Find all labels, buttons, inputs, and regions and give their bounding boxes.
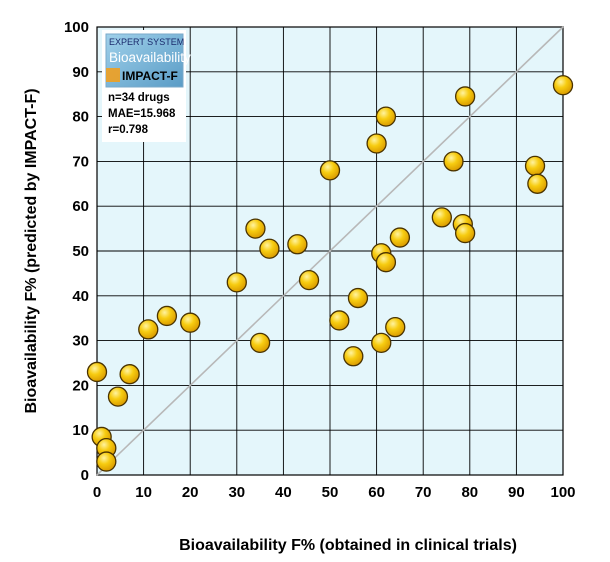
y-tick-label: 60 bbox=[72, 198, 89, 215]
x-axis-title: Bioavailability F% (obtained in clinical… bbox=[179, 537, 517, 554]
y-tick-label: 90 bbox=[72, 64, 89, 81]
data-point bbox=[552, 75, 574, 96]
x-tick-label: 20 bbox=[182, 484, 199, 501]
data-points bbox=[86, 75, 574, 472]
data-point bbox=[249, 332, 271, 353]
data-point bbox=[454, 222, 476, 244]
y-tick-label: 30 bbox=[72, 333, 89, 350]
data-point bbox=[259, 238, 280, 259]
logo-label-expert-system: EXPERT SYSTEM bbox=[109, 37, 184, 47]
x-tick-label: 60 bbox=[368, 484, 385, 501]
y-tick-label: 20 bbox=[72, 377, 89, 394]
data-point bbox=[96, 451, 117, 472]
data-point bbox=[156, 305, 178, 327]
data-point bbox=[385, 317, 406, 338]
data-point bbox=[375, 252, 397, 273]
data-point bbox=[107, 386, 129, 407]
data-point bbox=[443, 151, 464, 172]
data-point bbox=[226, 272, 247, 293]
y-tick-label: 40 bbox=[72, 288, 89, 305]
bioavailability-logo: EXPERT SYSTEM Bioavailability IMPACT-F bbox=[105, 33, 191, 88]
data-point bbox=[371, 332, 392, 353]
stat-n: n=34 drugs bbox=[108, 92, 170, 104]
data-point bbox=[319, 160, 341, 181]
x-tick-label: 80 bbox=[461, 484, 478, 501]
logo-label-impact-f: IMPACT-F bbox=[122, 69, 178, 83]
stat-mae: MAE=15.968 bbox=[108, 108, 176, 120]
y-axis-ticks: 0 10 20 30 40 50 60 70 80 90 100 bbox=[64, 19, 89, 484]
y-tick-label: 10 bbox=[72, 422, 89, 439]
data-point bbox=[343, 346, 364, 367]
data-point bbox=[366, 133, 387, 154]
identity-line bbox=[96, 26, 564, 476]
data-point bbox=[431, 207, 452, 228]
data-point bbox=[347, 287, 369, 309]
data-point bbox=[454, 86, 476, 107]
y-tick-label: 70 bbox=[72, 153, 89, 170]
data-point bbox=[298, 269, 320, 291]
y-tick-label: 0 bbox=[81, 467, 89, 484]
x-tick-label: 100 bbox=[550, 484, 575, 501]
x-axis-ticks: 0 10 20 30 40 50 60 70 80 90 100 bbox=[93, 484, 576, 501]
x-tick-label: 90 bbox=[508, 484, 525, 501]
x-tick-label: 70 bbox=[415, 484, 432, 501]
data-point bbox=[524, 155, 546, 177]
stat-r: r=0.798 bbox=[108, 124, 149, 136]
data-point bbox=[180, 312, 201, 333]
x-tick-label: 0 bbox=[93, 484, 101, 501]
data-point bbox=[375, 106, 397, 127]
data-point bbox=[329, 310, 350, 331]
logo-label-bioavailability: Bioavailability bbox=[109, 50, 191, 65]
data-point bbox=[86, 361, 108, 383]
y-tick-label: 50 bbox=[72, 243, 89, 260]
data-point bbox=[138, 319, 159, 340]
data-point bbox=[119, 364, 140, 385]
data-point bbox=[245, 218, 266, 239]
x-tick-label: 40 bbox=[275, 484, 292, 501]
x-tick-label: 30 bbox=[228, 484, 245, 501]
data-point bbox=[287, 234, 308, 255]
identity-line-path bbox=[96, 26, 564, 476]
grid bbox=[97, 27, 563, 475]
legend-box: EXPERT SYSTEM Bioavailability IMPACT-F n… bbox=[102, 30, 191, 142]
data-point bbox=[389, 227, 411, 248]
y-tick-label: 100 bbox=[64, 19, 89, 36]
data-point bbox=[527, 173, 548, 194]
y-tick-label: 80 bbox=[72, 109, 89, 126]
x-tick-label: 50 bbox=[322, 484, 339, 501]
x-tick-label: 10 bbox=[135, 484, 152, 501]
y-axis-title: Bioavailability F% (predicted by IMPACT-… bbox=[23, 88, 40, 413]
